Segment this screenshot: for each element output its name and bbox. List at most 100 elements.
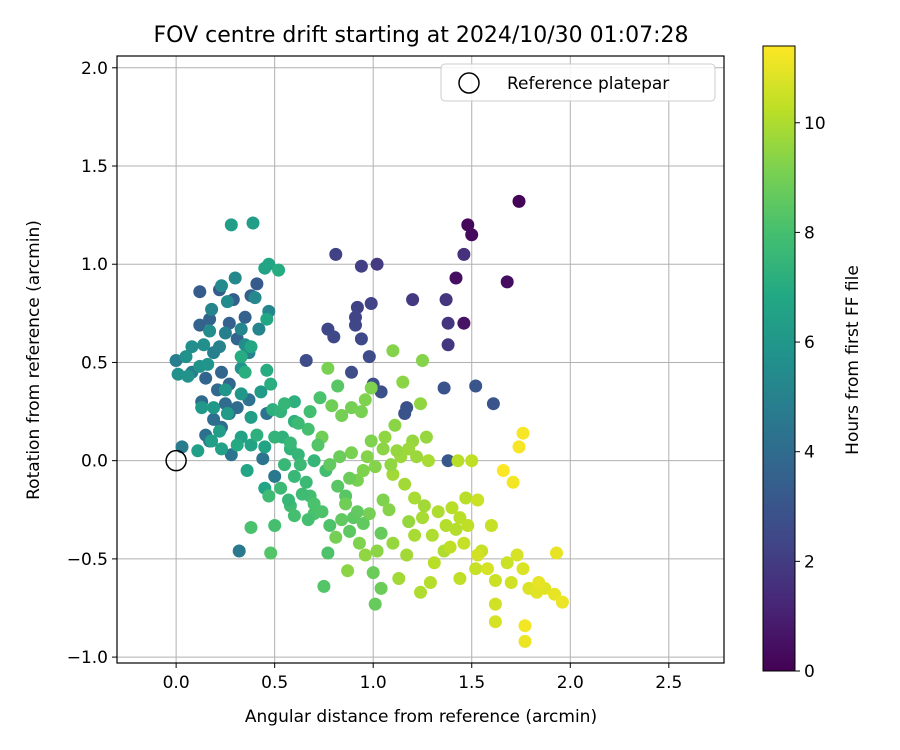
scatter-point bbox=[278, 397, 291, 411]
scatter-point bbox=[416, 354, 429, 367]
scatter-point bbox=[441, 338, 455, 352]
scatter-point bbox=[414, 397, 427, 411]
scatter-point bbox=[244, 340, 258, 354]
scatter-point bbox=[471, 493, 485, 507]
scatter-point bbox=[203, 312, 217, 326]
scatter-point bbox=[465, 228, 479, 242]
scatter-point bbox=[287, 395, 301, 409]
colorbar-tick-label: 8 bbox=[804, 223, 815, 243]
scatter-point bbox=[484, 519, 498, 532]
scatter-point bbox=[317, 579, 331, 593]
scatter-point bbox=[350, 505, 364, 519]
scatter-point bbox=[343, 524, 357, 538]
scatter-point bbox=[248, 291, 262, 305]
scatter-point bbox=[283, 436, 297, 450]
scatter-point bbox=[191, 444, 205, 458]
scatter-point bbox=[244, 521, 258, 534]
scatter-point bbox=[327, 330, 341, 344]
x-tick-label: 1.0 bbox=[360, 673, 387, 693]
scatter-point bbox=[512, 194, 526, 208]
scatter-point bbox=[199, 371, 213, 385]
scatter-point bbox=[423, 576, 437, 589]
scatter-point bbox=[341, 564, 355, 578]
scatter-point bbox=[398, 407, 412, 420]
scatter-point bbox=[445, 501, 459, 515]
scatter-point bbox=[362, 350, 376, 364]
scatter-point bbox=[264, 546, 278, 560]
scatter-point bbox=[201, 357, 215, 371]
scatter-point bbox=[443, 540, 457, 554]
y-tick-label: −1.0 bbox=[67, 648, 108, 668]
scatter-point bbox=[220, 407, 234, 420]
scatter-point bbox=[364, 297, 378, 310]
scatter-point bbox=[264, 377, 278, 391]
scatter-point bbox=[169, 354, 183, 367]
scatter-point bbox=[234, 350, 248, 364]
scatter-point bbox=[441, 454, 455, 468]
y-tick-label: −0.5 bbox=[67, 550, 108, 570]
scatter-point bbox=[331, 479, 345, 493]
scatter-point bbox=[449, 522, 463, 536]
scatter-point bbox=[512, 440, 526, 454]
reference-marker bbox=[165, 449, 187, 472]
scatter-point bbox=[364, 381, 378, 395]
scatter-point bbox=[252, 322, 266, 336]
plot-frame bbox=[116, 55, 725, 664]
scatter-point bbox=[368, 460, 382, 474]
scatter-point bbox=[301, 422, 315, 436]
scatter-point bbox=[374, 526, 388, 540]
scatter-point bbox=[260, 312, 274, 326]
scatter-point bbox=[215, 365, 228, 379]
scatter-point bbox=[240, 464, 254, 477]
scatter-point bbox=[222, 316, 236, 330]
scatter-point bbox=[366, 566, 380, 580]
colorbar-ticks: 0 2 4 6 8 10 bbox=[795, 114, 826, 682]
scatter-point bbox=[441, 316, 455, 330]
scatter-point bbox=[274, 481, 288, 495]
scatter-point bbox=[343, 471, 357, 485]
scatter-point bbox=[469, 562, 483, 576]
scatter-point bbox=[179, 350, 193, 364]
scatter-point bbox=[224, 218, 238, 232]
scatter-point bbox=[215, 442, 228, 456]
scatter-point bbox=[410, 450, 424, 464]
scatter-point bbox=[392, 572, 406, 585]
scatter-point bbox=[234, 322, 248, 336]
scatter-point bbox=[471, 548, 485, 562]
scatter-point bbox=[218, 383, 232, 397]
scatter-point bbox=[321, 546, 335, 560]
scatter-point bbox=[548, 587, 561, 601]
scatter-point bbox=[228, 271, 242, 285]
y-axis-ticks: −1.0 −0.5 0.0 0.5 1.0 1.5 2.0 bbox=[67, 59, 117, 668]
scatter-point bbox=[421, 454, 435, 468]
scatter-point bbox=[518, 619, 532, 633]
reference-platepar-marker bbox=[165, 449, 187, 472]
scatter-point bbox=[439, 519, 453, 532]
scatter-point bbox=[449, 271, 463, 285]
scatter-point bbox=[244, 438, 258, 452]
scatter-point bbox=[510, 548, 524, 562]
scatter-point bbox=[374, 385, 388, 399]
x-axis-ticks: 0.0 0.5 1.0 1.5 2.0 2.5 bbox=[163, 663, 682, 693]
scatter-point bbox=[268, 519, 282, 532]
scatter-point bbox=[213, 424, 226, 438]
scatter-point bbox=[315, 505, 329, 519]
scatter-point bbox=[461, 519, 475, 532]
scatter-point bbox=[278, 458, 291, 472]
scatter-point bbox=[224, 448, 238, 462]
legend-box bbox=[440, 63, 716, 102]
scatter-point bbox=[291, 416, 305, 430]
scatter-point bbox=[439, 293, 453, 307]
scatter-point bbox=[416, 511, 429, 525]
scatter-point bbox=[268, 430, 282, 444]
scatter-point bbox=[329, 247, 343, 261]
scatter-point bbox=[307, 497, 321, 511]
scatter-point bbox=[287, 509, 301, 523]
scatter-point bbox=[388, 418, 402, 432]
colorbar-tick-label: 4 bbox=[804, 443, 815, 463]
scatter-point bbox=[400, 548, 414, 562]
scatter-point bbox=[496, 464, 510, 477]
scatter-point bbox=[207, 412, 221, 426]
scatter-point bbox=[481, 562, 494, 576]
